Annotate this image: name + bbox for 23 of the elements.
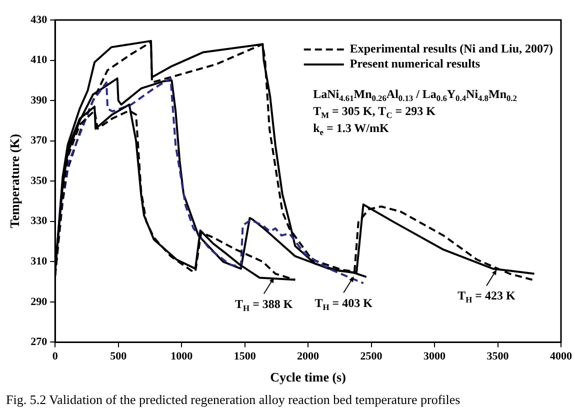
x-tick-label: 3500: [486, 350, 510, 363]
y-tick-label: 310: [30, 255, 48, 268]
x-tick-label: 3000: [424, 350, 446, 363]
x-tick-label: 0: [52, 350, 58, 363]
y-axis-title: Temperature (K): [7, 134, 22, 228]
x-tick-label: 500: [110, 350, 128, 363]
x-tick-label: 1500: [234, 350, 256, 363]
y-tick-label: 390: [30, 94, 48, 106]
y-tick-label: 370: [30, 134, 48, 147]
y-tick-label: 430: [30, 14, 48, 26]
x-tick-label: 1000: [170, 350, 194, 363]
x-axis-title: Cycle time (s): [270, 370, 346, 385]
y-tick-label: 290: [30, 296, 48, 308]
y-tick-label: 410: [30, 54, 48, 66]
x-tick-label: 4000: [550, 350, 572, 363]
legend-label: Present numerical results: [350, 56, 480, 71]
y-tick-label: 330: [30, 215, 48, 228]
caption: Fig. 5.2 Validation of the predicted regeneration alloy reaction bed temperature profiles: [5, 392, 462, 408]
y-tick-label: 350: [30, 174, 48, 187]
y-tick-label: 270: [30, 336, 48, 348]
x-tick-label: 2500: [360, 350, 383, 363]
x-tick-label: 2000: [297, 350, 320, 363]
legend-label: Experimental results (Ni and Liu, 2007): [350, 42, 554, 56]
